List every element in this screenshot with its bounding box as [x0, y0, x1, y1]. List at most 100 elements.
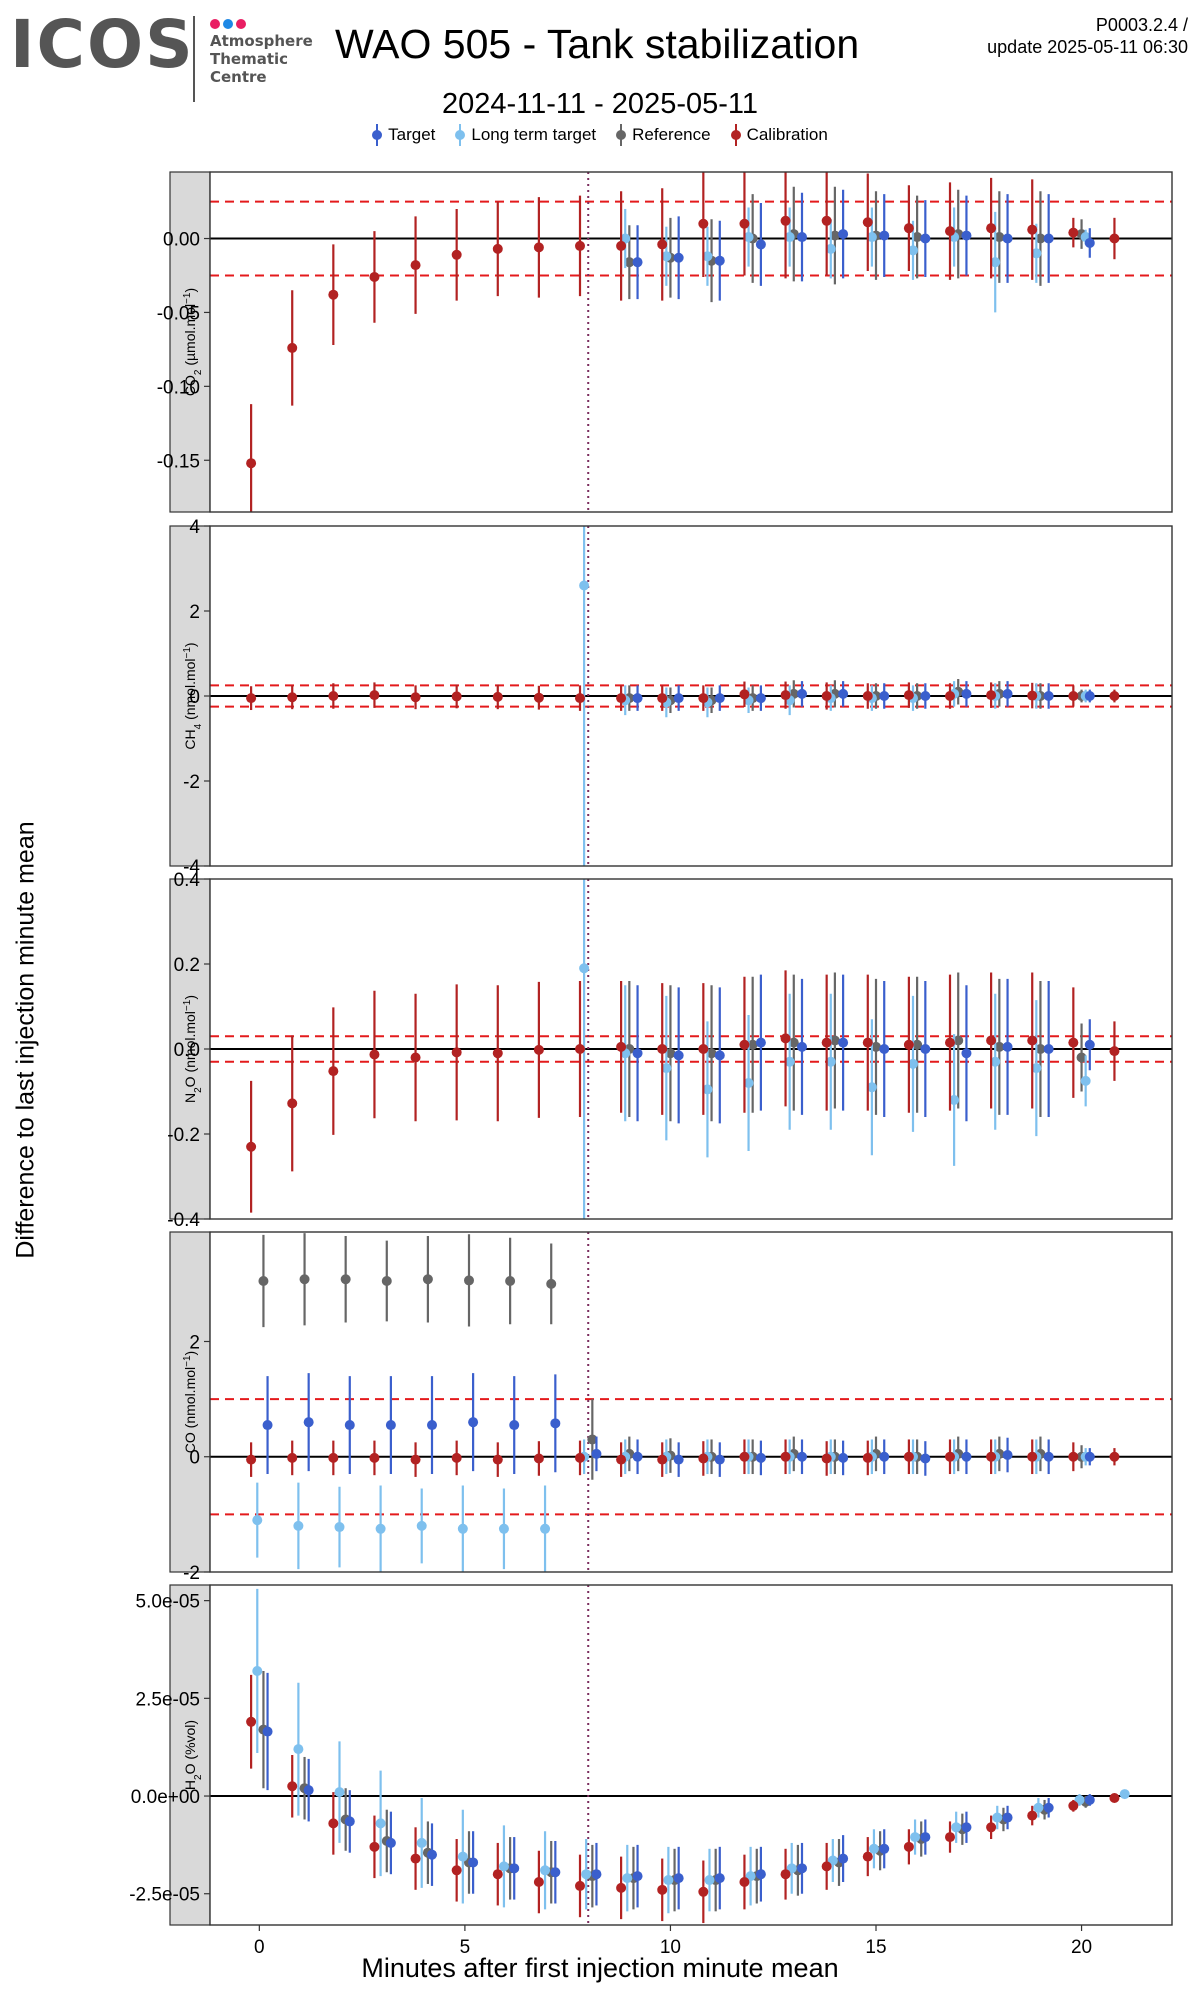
point-calibration — [369, 271, 380, 282]
panel-marks-h2o — [210, 1585, 1172, 1925]
point-reference — [381, 1275, 392, 1286]
point-long-term-target — [540, 1523, 551, 1534]
point-reference — [1035, 233, 1046, 244]
point-calibration — [986, 690, 997, 701]
point-calibration — [821, 691, 832, 701]
point-calibration — [492, 691, 503, 702]
point-calibration — [657, 1454, 668, 1465]
logo-dot-3 — [236, 19, 246, 29]
logo-dot-2 — [223, 19, 233, 29]
point-calibration — [451, 1047, 462, 1058]
point-long-term-target — [457, 1523, 468, 1534]
point-target — [468, 1417, 479, 1428]
point-target — [838, 229, 849, 240]
point-calibration — [616, 240, 627, 251]
point-target — [797, 1041, 807, 1052]
point-long-term-target — [1033, 1802, 1044, 1813]
panel-marks-co — [210, 1232, 1172, 1572]
point-calibration — [780, 1033, 791, 1044]
strip-ch4 — [169, 525, 211, 867]
point-long-term-target — [992, 1812, 1003, 1823]
point-long-term-target — [868, 1843, 879, 1854]
y-tick-label-co2: -0.15 — [157, 451, 200, 472]
y-tick-label-n2o: -0.4 — [167, 1210, 200, 1231]
point-long-term-target — [334, 1787, 345, 1798]
point-target — [673, 1873, 684, 1884]
panel-marks-n2o — [210, 879, 1172, 1219]
panel-marks-co2 — [210, 172, 1172, 512]
point-target — [961, 230, 972, 241]
point-target — [550, 1867, 561, 1878]
point-target — [920, 233, 931, 244]
point-long-term-target — [375, 1818, 386, 1829]
point-calibration — [369, 690, 380, 701]
point-calibration — [739, 218, 750, 229]
point-long-term-target — [579, 580, 590, 591]
point-long-term-target — [1031, 1063, 1042, 1074]
point-target — [1043, 233, 1054, 244]
point-target — [303, 1417, 314, 1428]
point-long-term-target — [1119, 1789, 1130, 1800]
point-long-term-target — [743, 232, 754, 243]
point-target — [797, 1863, 807, 1874]
point-target — [1084, 1451, 1095, 1462]
point-target — [879, 230, 890, 241]
point-calibration — [328, 691, 339, 701]
point-reference — [1076, 1052, 1087, 1063]
point-calibration — [287, 342, 298, 353]
point-calibration — [575, 240, 585, 251]
strip-co2 — [169, 171, 211, 513]
point-calibration — [287, 692, 298, 703]
point-target — [632, 257, 643, 268]
panel-border-co — [209, 1231, 1173, 1573]
point-long-term-target — [498, 1861, 509, 1872]
point-target — [961, 1048, 972, 1059]
point-calibration — [657, 239, 668, 250]
point-calibration — [862, 1037, 873, 1048]
panel-bg-h2o — [210, 1585, 1172, 1925]
point-calibration — [246, 1454, 257, 1465]
point-calibration — [616, 1454, 627, 1465]
point-target — [797, 688, 807, 699]
point-long-term-target — [866, 1082, 877, 1093]
date-range: 2024-11-11 - 2025-05-11 — [442, 88, 758, 120]
point-reference — [464, 1275, 474, 1286]
point-reference — [747, 1039, 758, 1050]
point-target — [427, 1420, 437, 1431]
point-long-term-target — [866, 232, 877, 243]
point-long-term-target — [663, 1875, 674, 1886]
point-calibration — [575, 1880, 585, 1891]
point-calibration — [862, 1452, 873, 1463]
x-tick-label: 5 — [460, 1937, 471, 1958]
point-target — [1043, 1802, 1054, 1813]
point-target — [673, 693, 684, 704]
strip-label-h2o: H2O (%vol) — [182, 1720, 204, 1790]
y-axis-label: Difference to last injection minute mean — [11, 821, 40, 1259]
point-calibration — [1068, 227, 1079, 238]
point-calibration — [903, 1039, 914, 1050]
point-long-term-target — [1031, 248, 1042, 259]
y-tick-label-ch4: 2 — [189, 602, 200, 623]
point-target — [920, 691, 931, 701]
point-calibration — [1068, 1037, 1079, 1048]
logo-dot-1 — [210, 19, 220, 29]
point-reference — [546, 1278, 557, 1289]
point-long-term-target — [416, 1520, 427, 1531]
point-target — [838, 1452, 849, 1463]
point-calibration — [616, 1041, 627, 1052]
point-calibration — [410, 692, 421, 703]
point-reference — [258, 1275, 269, 1286]
legend-key — [730, 122, 741, 148]
strip-label-ch4: CH4 (nmol.mol−1) — [182, 642, 204, 749]
point-target — [509, 1420, 520, 1431]
point-reference — [829, 230, 840, 241]
legend-label: Calibration — [746, 125, 828, 144]
panel-bg-co2 — [210, 172, 1172, 512]
logo-wordmark: ICOS — [10, 6, 195, 83]
y-tick-label-co: 2 — [189, 1332, 200, 1353]
point-target — [1002, 1041, 1013, 1052]
point-calibration — [492, 243, 503, 254]
legend-key — [372, 122, 383, 148]
point-calibration — [862, 691, 873, 701]
